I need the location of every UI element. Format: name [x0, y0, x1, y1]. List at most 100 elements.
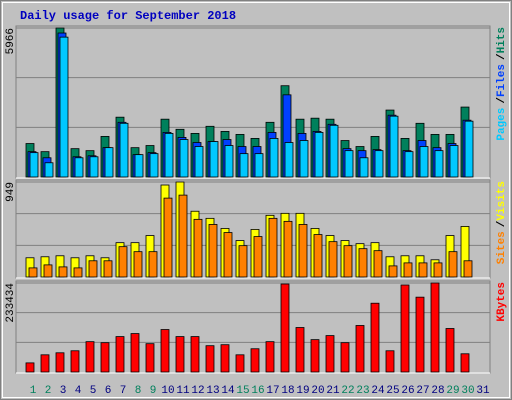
bar	[298, 224, 308, 278]
chart-title: Daily usage for September 2018	[20, 9, 236, 23]
bar	[70, 350, 80, 373]
y-tick-label: 5966	[5, 28, 17, 54]
bar	[359, 157, 369, 178]
bar	[103, 260, 113, 278]
legend: Pages/Files/Hits	[496, 27, 508, 141]
bar	[325, 335, 335, 373]
bar	[59, 36, 69, 178]
bar	[373, 250, 383, 278]
x-tick-label: 16	[251, 385, 264, 397]
x-tick-label: 1	[30, 385, 37, 397]
bar	[73, 267, 83, 278]
legend-entry: KBytes	[496, 282, 508, 322]
bar	[343, 245, 353, 278]
x-tick-label: 4	[75, 385, 82, 397]
x-tick-label: 24	[371, 385, 385, 397]
legend-entry: Visits	[496, 181, 508, 221]
legend: KBytes	[496, 282, 508, 322]
bar	[160, 329, 170, 373]
bar	[254, 153, 264, 178]
bar	[419, 146, 429, 178]
bar	[118, 246, 128, 278]
x-tick-label: 31	[476, 385, 490, 397]
bar	[55, 352, 65, 373]
bar	[205, 345, 215, 373]
x-tick-label: 9	[150, 385, 157, 397]
bar	[208, 224, 218, 278]
bar	[404, 151, 414, 178]
x-tick-label: 26	[401, 385, 414, 397]
bar	[119, 122, 129, 178]
bar	[100, 342, 110, 373]
x-tick-label: 6	[105, 385, 112, 397]
y-tick-label: 233434	[5, 283, 17, 323]
bar	[253, 236, 263, 278]
bar	[164, 133, 174, 178]
bar	[223, 232, 233, 278]
bar	[145, 343, 155, 373]
bar	[133, 251, 143, 278]
bar	[134, 154, 144, 178]
x-tick-label: 22	[341, 385, 354, 397]
bar	[358, 248, 368, 278]
bar	[284, 142, 294, 178]
bar	[430, 282, 440, 373]
x-tick-label: 10	[161, 385, 174, 397]
x-tick-label: 2	[45, 385, 52, 397]
bar	[250, 348, 260, 373]
legend-entry: Hits	[496, 27, 508, 53]
bar	[389, 115, 399, 178]
bar	[299, 140, 309, 178]
bar	[29, 152, 39, 178]
bar	[163, 197, 173, 278]
bar	[314, 132, 324, 178]
bar	[175, 336, 185, 373]
x-tick-label: 17	[266, 385, 279, 397]
x-tick-label: 21	[326, 385, 340, 397]
x-tick-label: 20	[311, 385, 324, 397]
bar	[295, 327, 305, 373]
bar	[313, 234, 323, 278]
x-tick-label: 29	[446, 385, 459, 397]
bar	[269, 138, 279, 178]
bar	[220, 344, 230, 373]
x-tick-label: 18	[281, 385, 294, 397]
bar	[25, 362, 35, 373]
bar	[445, 328, 455, 373]
bar	[400, 284, 410, 373]
bar	[179, 139, 189, 178]
bar	[464, 120, 474, 178]
bar	[340, 342, 350, 373]
bar	[433, 262, 443, 278]
bar	[328, 241, 338, 278]
bar	[149, 153, 159, 178]
legend-separator: /	[496, 220, 508, 227]
x-tick-label: 27	[416, 385, 429, 397]
bar	[85, 341, 95, 373]
bar	[388, 265, 398, 278]
bar	[265, 341, 275, 373]
bar	[190, 336, 200, 373]
bar	[235, 354, 245, 373]
y-tick-label: 949	[5, 182, 17, 202]
x-tick-label: 8	[135, 385, 142, 397]
bar	[58, 266, 68, 278]
bar	[130, 333, 140, 373]
bar	[374, 150, 384, 178]
x-tick-label: 3	[60, 385, 67, 397]
bar	[43, 264, 53, 278]
bar	[415, 296, 425, 373]
legend-entry: Pages	[496, 108, 508, 141]
bar	[434, 150, 444, 178]
legend-separator: /	[496, 53, 508, 60]
bar	[403, 262, 413, 278]
legend-entry: Files	[496, 64, 508, 97]
x-tick-label: 14	[221, 385, 235, 397]
bar	[385, 350, 395, 373]
bar	[329, 124, 339, 178]
bar	[209, 141, 219, 178]
x-tick-label: 28	[431, 385, 444, 397]
x-tick-label: 13	[206, 385, 219, 397]
bar	[193, 218, 203, 278]
